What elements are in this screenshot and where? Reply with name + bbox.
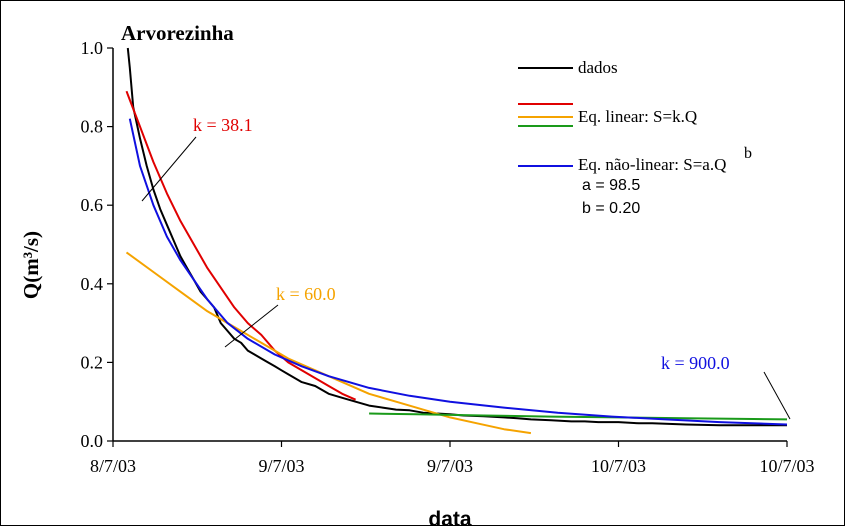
- annotation-k-blue: k = 900.0: [661, 353, 730, 373]
- x-tick-label: 9/7/03: [258, 456, 304, 476]
- y-tick-label: 0.6: [81, 195, 104, 215]
- x-tick-label: 8/7/03: [90, 456, 136, 476]
- legend-param-a: a = 98.5: [582, 177, 640, 194]
- series-nonlinear-line: [128, 118, 788, 426]
- y-tick-label: 0.8: [81, 117, 104, 137]
- annotation-leader-red: [141, 136, 197, 202]
- x-tick-label: 9/7/03: [427, 456, 473, 476]
- x-ticks: 8/7/03 9/7/03 9/7/03 10/7/03 10/7/03: [90, 441, 815, 476]
- y-tick-label: 0.0: [81, 431, 104, 451]
- series-linear-orange-line: [125, 251, 532, 435]
- legend-param-b: b = 0.20: [582, 200, 640, 217]
- chart-title: Arvorezinha: [121, 21, 234, 45]
- y-tick-label: 0.4: [81, 274, 104, 294]
- legend-label-dados: dados: [578, 58, 618, 77]
- legend: dados Eq. linear: S=k.Q Eq. não-linear: …: [518, 58, 752, 217]
- y-tick-label: 0.2: [81, 352, 104, 372]
- series-linear-red-line: [125, 90, 357, 401]
- legend-label-linear: Eq. linear: S=k.Q: [578, 107, 697, 126]
- series-lines: [125, 47, 788, 435]
- legend-label-nonlinear-exponent: b: [744, 145, 752, 162]
- annotation-k-orange: k = 60.0: [276, 284, 336, 304]
- series-linear-green-line: [369, 412, 788, 421]
- y-tick-label: 1.0: [81, 38, 104, 58]
- legend-label-nonlinear: Eq. não-linear: S=a.Q: [578, 155, 726, 174]
- annotation-leader-blue: [763, 371, 791, 420]
- y-axis-label: Q(m³/s): [19, 231, 43, 299]
- annotation-leader-orange: [224, 304, 279, 348]
- y-ticks: 0.0 0.2 0.4 0.6 0.8 1.0: [81, 38, 113, 451]
- x-tick-label: 10/7/03: [759, 456, 814, 476]
- x-axis-label: data: [428, 508, 472, 526]
- annotation-k-red: k = 38.1: [193, 115, 253, 135]
- series-dados-line: [126, 47, 787, 427]
- x-tick-label: 10/7/03: [591, 456, 646, 476]
- annotations: k = 38.1 k = 60.0 k = 900.0: [141, 115, 791, 420]
